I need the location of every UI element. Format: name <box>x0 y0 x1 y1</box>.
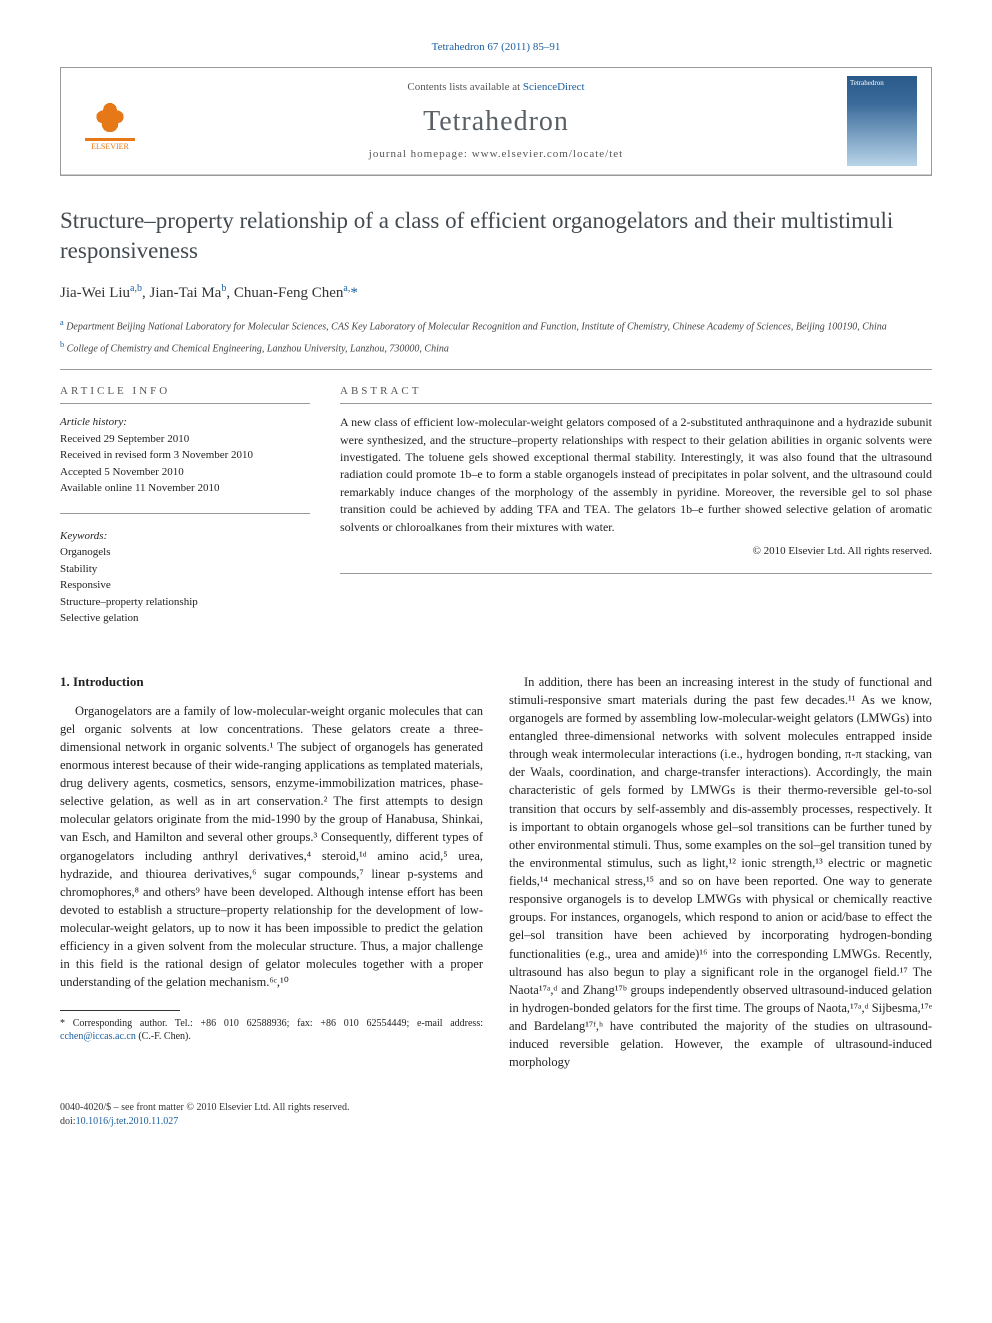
intro-paragraph-1: Organogelators are a family of low-molec… <box>60 702 483 992</box>
elsevier-label: ELSEVIER <box>91 141 129 152</box>
footer-left: 0040-4020/$ – see front matter © 2010 El… <box>60 1101 349 1129</box>
body-column-right: In addition, there has been an increasin… <box>509 673 932 1072</box>
journal-cover-thumbnail[interactable]: Tetrahedron <box>847 76 917 166</box>
journal-header-box: ELSEVIER Contents lists available at Sci… <box>60 67 932 176</box>
front-matter-line: 0040-4020/$ – see front matter © 2010 El… <box>60 1101 349 1115</box>
elsevier-logo[interactable]: ELSEVIER <box>75 81 145 161</box>
accepted-date: Accepted 5 November 2010 <box>60 464 310 481</box>
affiliation-a: a Department Beijing National Laboratory… <box>60 318 932 333</box>
keyword-4: Structure–property relationship <box>60 594 310 611</box>
abstract-text: A new class of efficient low-molecular-w… <box>340 414 932 536</box>
revised-date: Received in revised form 3 November 2010 <box>60 447 310 464</box>
info-divider <box>60 513 310 514</box>
corresponding-email-link[interactable]: cchen@iccas.ac.cn <box>60 1031 136 1042</box>
article-info-label: ARTICLE INFO <box>60 384 310 404</box>
body-column-left: 1. Introduction Organogelators are a fam… <box>60 673 483 1072</box>
section-1-heading: 1. Introduction <box>60 673 483 692</box>
author-2[interactable]: Jian-Tai Ma <box>149 285 221 301</box>
intro-paragraph-2: In addition, there has been an increasin… <box>509 673 932 1072</box>
article-info-column: ARTICLE INFO Article history: Received 2… <box>60 384 310 643</box>
sciencedirect-link[interactable]: ScienceDirect <box>523 81 585 93</box>
author-2-affil: b <box>221 283 226 294</box>
author-3[interactable]: Chuan-Feng Chen <box>234 285 344 301</box>
author-1[interactable]: Jia-Wei Liu <box>60 285 130 301</box>
cover-label: Tetrahedron <box>850 79 884 87</box>
article-title: Structure–property relationship of a cla… <box>60 206 932 266</box>
elsevier-tree-icon <box>85 91 135 141</box>
doi-link[interactable]: 10.1016/j.tet.2010.11.027 <box>76 1116 179 1127</box>
corresponding-author-footnote: * Corresponding author. Tel.: +86 010 62… <box>60 1017 483 1043</box>
affiliation-b: b College of Chemistry and Chemical Engi… <box>60 340 932 355</box>
keyword-3: Responsive <box>60 577 310 594</box>
doi-label: doi: <box>60 1116 76 1127</box>
received-date: Received 29 September 2010 <box>60 431 310 448</box>
abstract-label: ABSTRACT <box>340 384 932 404</box>
abstract-column: ABSTRACT A new class of efficient low-mo… <box>340 384 932 643</box>
page-footer: 0040-4020/$ – see front matter © 2010 El… <box>60 1101 932 1129</box>
homepage-label: journal homepage: <box>369 148 472 160</box>
author-1-affil: a,b <box>130 283 142 294</box>
divider <box>60 369 932 370</box>
author-list: Jia-Wei Liua,b, Jian-Tai Mab, Chuan-Feng… <box>60 282 932 304</box>
contents-prefix: Contents lists available at <box>407 81 522 93</box>
body-two-column: 1. Introduction Organogelators are a fam… <box>60 673 932 1072</box>
footnote-divider <box>60 1010 180 1011</box>
keyword-2: Stability <box>60 561 310 578</box>
journal-title: Tetrahedron <box>145 102 847 141</box>
abstract-copyright: © 2010 Elsevier Ltd. All rights reserved… <box>340 544 932 559</box>
homepage-url[interactable]: www.elsevier.com/locate/tet <box>472 148 624 160</box>
keyword-1: Organogels <box>60 544 310 561</box>
footnote-suffix: (C.-F. Chen). <box>136 1031 191 1042</box>
footnote-label: * Corresponding author. Tel.: +86 010 62… <box>60 1018 483 1029</box>
online-date: Available online 11 November 2010 <box>60 480 310 497</box>
abstract-divider <box>340 573 932 574</box>
journal-homepage-line: journal homepage: www.elsevier.com/locat… <box>145 147 847 162</box>
article-history-label: Article history: <box>60 414 310 431</box>
keyword-5: Selective gelation <box>60 610 310 627</box>
header-citation: Tetrahedron 67 (2011) 85–91 <box>60 40 932 55</box>
keywords-label: Keywords: <box>60 528 310 545</box>
corresponding-star-icon: * <box>350 285 358 301</box>
contents-available-line: Contents lists available at ScienceDirec… <box>145 80 847 95</box>
